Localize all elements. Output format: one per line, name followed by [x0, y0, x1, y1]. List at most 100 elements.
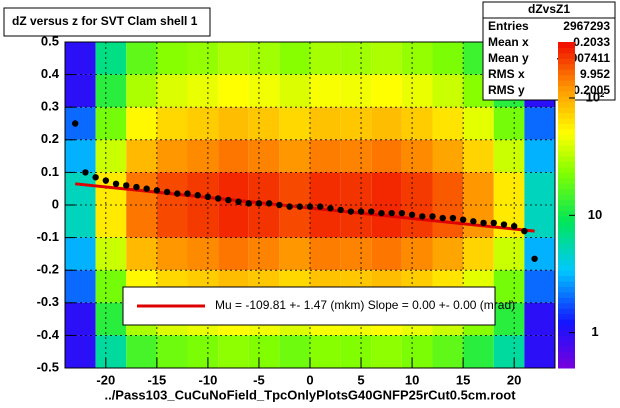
- heatmap-cell: [340, 42, 372, 75]
- heatmap-cell: [218, 237, 249, 271]
- heatmap-cell: [371, 335, 402, 368]
- heatmap-cell: [279, 107, 310, 140]
- heatmap-cell: [432, 237, 464, 271]
- heatmap-cell: [187, 74, 219, 108]
- color-bar-segment: [558, 264, 575, 271]
- heatmap-cell: [65, 42, 96, 75]
- profile-point: [102, 177, 110, 184]
- y-tick-label: 0: [52, 196, 59, 211]
- heatmap-cell: [248, 74, 280, 108]
- heatmap-cell: [371, 74, 402, 108]
- heatmap-cell: [279, 335, 310, 368]
- profile-point: [296, 203, 303, 210]
- heatmap-cell: [218, 74, 249, 108]
- heatmap-cell: [248, 139, 280, 173]
- heatmap-cell: [310, 335, 341, 368]
- heatmap-cell: [432, 172, 464, 205]
- color-bar-segment: [558, 177, 575, 184]
- legend-text: Mu = -109.81 +- 1.47 (mkm) Slope = 0.00 …: [215, 298, 515, 312]
- y-tick-label: 0.5: [41, 33, 59, 48]
- heatmap-cell: [126, 42, 157, 75]
- z-tick-label: 1: [591, 324, 598, 339]
- profile-point: [531, 255, 538, 262]
- profile-point: [123, 182, 130, 189]
- color-bar-segment: [558, 74, 575, 81]
- heatmap-cell: [401, 335, 433, 368]
- profile-point: [92, 174, 99, 181]
- x-tick-label: 5: [357, 372, 364, 387]
- heatmap-cell: [248, 172, 280, 205]
- heatmap-cell: [310, 237, 341, 271]
- heatmap-cell: [65, 237, 96, 271]
- profile-point: [388, 209, 395, 217]
- heatmap-cell: [340, 107, 372, 140]
- color-bar-segment: [558, 166, 575, 173]
- stats-label: Mean x: [488, 35, 529, 49]
- color-bar-segment: [558, 232, 575, 239]
- heatmap-cell: [187, 172, 219, 205]
- heatmap-cell: [65, 74, 96, 108]
- y-tick-label: 0.4: [41, 66, 60, 81]
- profile-point: [163, 188, 171, 196]
- heatmap-cell: [432, 139, 464, 173]
- stats-value: 9.952: [580, 67, 610, 81]
- heatmap-cell: [524, 205, 555, 238]
- profile-point: [143, 185, 150, 192]
- color-bar-segment: [558, 128, 575, 135]
- color-bar-segment: [558, 226, 575, 233]
- profile-point: [368, 208, 375, 215]
- heatmap-cell: [156, 107, 188, 140]
- heatmap-cell: [493, 237, 525, 271]
- heatmap-cell: [126, 74, 157, 108]
- heatmap-cell: [401, 107, 433, 140]
- profile-point: [439, 214, 446, 222]
- stats-value: 2967293: [563, 19, 610, 33]
- color-bar-segment: [558, 188, 575, 195]
- heatmap-cell: [401, 237, 433, 271]
- color-bar-segment: [558, 63, 575, 70]
- heatmap-cell: [310, 42, 341, 75]
- color-bar-segment: [558, 319, 575, 326]
- color-bar-segment: [558, 134, 575, 141]
- profile-point: [327, 205, 334, 212]
- color-bar-segment: [558, 302, 575, 309]
- color-bar-segment: [558, 291, 575, 298]
- heatmap-cell: [95, 42, 127, 75]
- color-bar-segment: [558, 58, 575, 65]
- heatmap-cell: [310, 139, 341, 173]
- profile-point: [245, 200, 252, 207]
- x-tick-label: 20: [507, 372, 521, 387]
- profile-point: [347, 208, 355, 215]
- profile-point: [490, 219, 497, 227]
- heatmap-cell: [340, 237, 372, 271]
- profile-point: [510, 222, 518, 230]
- heatmap-cell: [156, 335, 188, 368]
- heatmap-cell: [340, 139, 372, 173]
- color-bar-segment: [558, 47, 575, 54]
- x-tick-label: 15: [456, 372, 470, 387]
- profile-point: [184, 190, 191, 197]
- heatmap-cell: [279, 237, 310, 271]
- color-bar-segment: [558, 210, 575, 217]
- profile-point: [378, 209, 385, 217]
- profile-point: [429, 213, 436, 220]
- stats-label: Mean y: [488, 51, 529, 65]
- profile-point: [500, 221, 508, 228]
- y-tick-label: -0.3: [37, 294, 59, 309]
- heatmap-cell: [310, 172, 341, 205]
- heatmap-cell: [65, 205, 96, 238]
- heatmap-cell: [248, 205, 280, 238]
- heatmap-cell: [432, 42, 464, 75]
- y-tick-label: 0.2: [41, 131, 59, 146]
- x-tick-label: 10: [405, 372, 419, 387]
- heatmap-cell: [156, 205, 188, 238]
- z-tick-label: 10: [588, 207, 602, 222]
- heatmap-cell: [401, 74, 433, 108]
- profile-point: [225, 196, 232, 204]
- color-bar-segment: [558, 172, 575, 179]
- color-bar-segment: [558, 259, 575, 266]
- heatmap-cell: [218, 42, 249, 75]
- color-bar-segment: [558, 118, 575, 124]
- profile-point: [214, 195, 222, 202]
